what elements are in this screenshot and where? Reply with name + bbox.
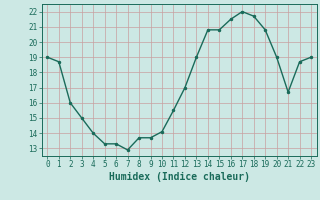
X-axis label: Humidex (Indice chaleur): Humidex (Indice chaleur) [109, 172, 250, 182]
